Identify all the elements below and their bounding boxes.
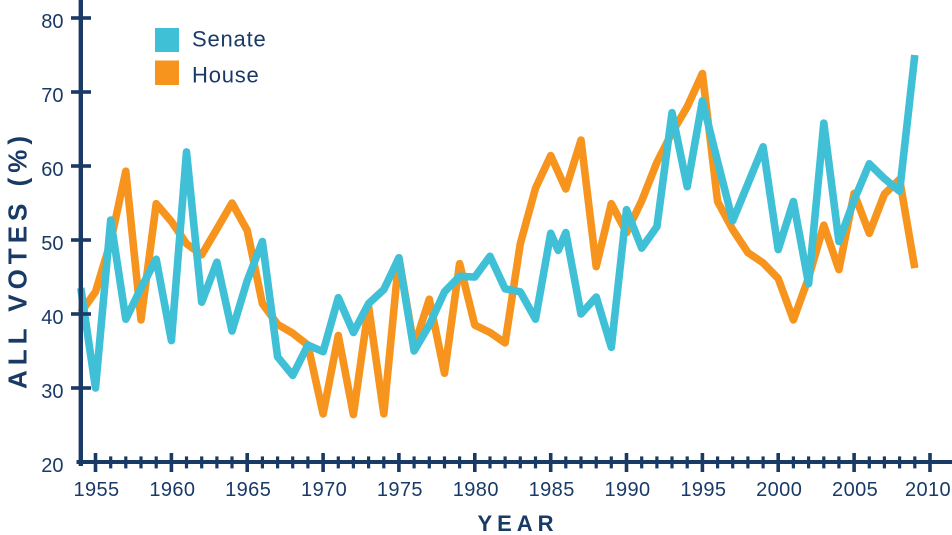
svg-text:80: 80 [41,11,63,33]
svg-text:70: 70 [41,85,63,107]
svg-text:1990: 1990 [604,479,650,501]
svg-text:House: House [192,63,260,88]
svg-text:1955: 1955 [73,479,119,501]
svg-text:60: 60 [41,159,63,181]
svg-text:1970: 1970 [301,479,347,501]
svg-text:1985: 1985 [529,479,575,501]
svg-text:2005: 2005 [832,479,878,501]
svg-text:40: 40 [41,307,63,329]
svg-text:2000: 2000 [756,479,802,501]
svg-text:30: 30 [41,381,63,403]
svg-text:1975: 1975 [377,479,423,501]
svg-text:2010: 2010 [905,479,951,501]
svg-text:1960: 1960 [149,479,195,501]
svg-text:50: 50 [41,233,63,255]
svg-text:YEAR: YEAR [477,511,558,535]
svg-text:1980: 1980 [453,479,499,501]
svg-text:20: 20 [41,455,63,477]
svg-text:ALL VOTES (%): ALL VOTES (%) [3,131,33,389]
svg-text:1995: 1995 [680,479,726,501]
svg-text:1965: 1965 [225,479,271,501]
svg-text:Senate: Senate [192,27,267,52]
